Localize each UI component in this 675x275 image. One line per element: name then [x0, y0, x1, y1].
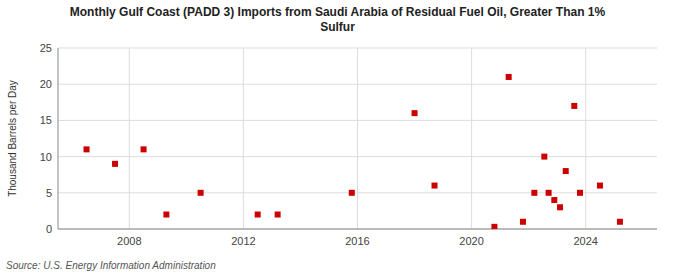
x-tick-label: 2016: [345, 235, 369, 247]
scatter-point: [563, 168, 569, 174]
y-axis-label: Thousand Barrels per Day: [7, 80, 18, 197]
points: [84, 74, 623, 229]
y-tick-label: 0: [46, 223, 52, 235]
scatter-point: [84, 146, 90, 152]
x-tick-label: 2012: [231, 235, 255, 247]
scatter-point: [432, 183, 438, 189]
scatter-point: [577, 190, 583, 196]
x-grid-line: [585, 48, 586, 229]
scatter-point: [546, 190, 552, 196]
x-grid-line: [471, 48, 472, 229]
x-axis-line: [58, 229, 657, 230]
scatter-point: [112, 161, 118, 167]
scatter-point: [541, 154, 547, 160]
scatter-point: [255, 212, 261, 218]
y-tick-label: 25: [40, 42, 52, 54]
scatter-point: [275, 212, 281, 218]
x-grid-line: [243, 48, 244, 229]
scatter-point: [617, 219, 623, 225]
x-grid-line: [129, 48, 130, 229]
x-tick-label: 2008: [117, 235, 141, 247]
source-note: Source: U.S. Energy Information Administ…: [6, 260, 216, 271]
x-grid-line: [357, 48, 358, 229]
scatter-point: [163, 212, 169, 218]
scatter-point: [412, 110, 418, 116]
chart-svg: Monthly Gulf Coast (PADD 3) Imports from…: [0, 0, 675, 275]
scatter-point: [349, 190, 355, 196]
scatter-point: [141, 146, 147, 152]
scatter-point: [571, 103, 577, 109]
y-tick-label: 5: [46, 187, 52, 199]
scatter-point: [491, 224, 497, 229]
scatter-point: [557, 204, 563, 210]
scatter-point: [531, 190, 537, 196]
scatter-point: [520, 219, 526, 225]
chart-title: Monthly Gulf Coast (PADD 3) Imports from…: [70, 5, 606, 34]
scatter-point: [551, 197, 557, 203]
y-axis-line: [58, 48, 59, 229]
x-tick-label: 2024: [573, 235, 597, 247]
scatter-point: [198, 190, 204, 196]
y-grid-line: [58, 229, 657, 230]
y-tick-label: 10: [40, 151, 52, 163]
scatter-point: [506, 74, 512, 80]
y-tick-label: 20: [40, 78, 52, 90]
y-tick-label: 15: [40, 114, 52, 126]
x-tick-label: 2020: [459, 235, 483, 247]
grid: [58, 48, 657, 229]
scatter-point: [597, 183, 603, 189]
chart-container: Monthly Gulf Coast (PADD 3) Imports from…: [0, 0, 675, 275]
